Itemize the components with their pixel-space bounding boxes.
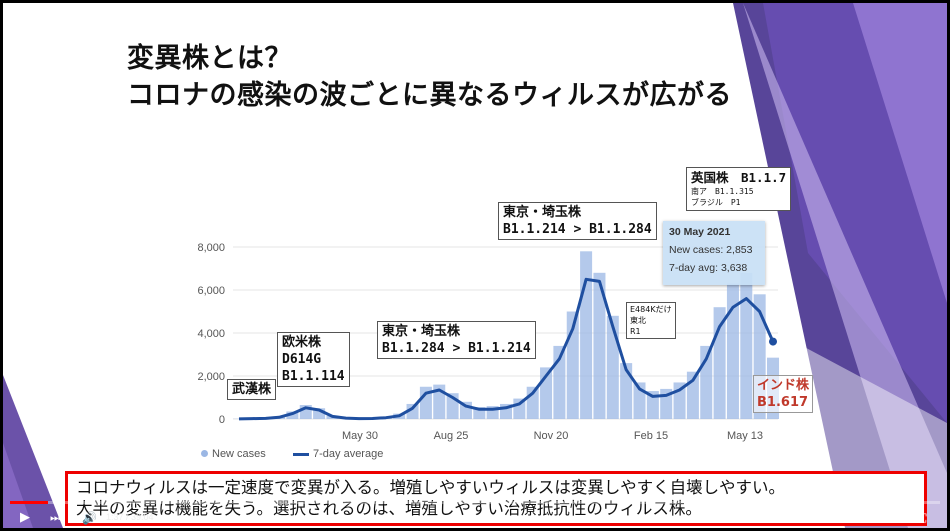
annotation-euam: 欧米株 D614G B1.1.114 xyxy=(277,332,350,387)
annotation-brazil: ブラジル P1 xyxy=(691,198,741,207)
new-cases-bar xyxy=(740,272,753,419)
x-tick-label: Nov 20 xyxy=(534,430,569,442)
y-tick-label: 2,000 xyxy=(197,371,225,383)
y-tick-label: 8,000 xyxy=(197,242,225,254)
miniplayer-icon[interactable]: ▭ xyxy=(862,511,874,525)
slide-title-line1: 変異株とは？ xyxy=(127,43,292,74)
annotation-tokyo1: 東京・埼玉株 B1.1.284 > B1.1.214 xyxy=(377,321,536,359)
time-display: 1:37 / 39:04 xyxy=(106,512,154,522)
annotation-india: インド株 B1.617 xyxy=(753,375,814,413)
new-cases-bar xyxy=(580,251,593,419)
volume-icon[interactable]: 🔊 xyxy=(82,511,97,525)
annotation-sa: 南ア B1.1.315 xyxy=(691,187,754,196)
legend-line: 7-day average xyxy=(293,448,383,460)
y-tick-label: 4,000 xyxy=(197,328,225,340)
y-tick-label: 6,000 xyxy=(197,285,225,297)
chart-tooltip: 30 May 2021 New cases: 2,853 7-day avg: … xyxy=(663,221,765,285)
settings-icon[interactable]: ⚙ xyxy=(838,511,849,525)
video-frame[interactable]: 変異株とは？ コロナの感染の波ごとに異なるウィルスが広がる 8,000 6,000… xyxy=(3,3,947,528)
fullscreen-icon[interactable]: ⛶ xyxy=(918,511,927,525)
subtitle-caption: コロナウィルスは一定速度で変異が入る。増殖しやすいウィルスは変異しやすく自壊しや… xyxy=(65,471,927,526)
theater-icon[interactable]: ▬ xyxy=(888,511,900,525)
x-tick-label: Feb 15 xyxy=(634,430,668,442)
seek-bar-played xyxy=(10,501,49,504)
new-cases-bar xyxy=(286,411,299,419)
slide-title-line2: コロナの感染の波ごとに異なるウィルスが広がる xyxy=(127,80,732,111)
legend-bars: New cases xyxy=(201,448,266,460)
x-tick-label: Aug 25 xyxy=(434,430,469,442)
play-icon[interactable]: ▶ xyxy=(20,510,30,525)
seek-bar[interactable] xyxy=(10,501,940,504)
annotation-e484k-region: 東北 xyxy=(630,316,646,325)
new-cases-bar xyxy=(593,272,606,419)
legend-bars-swatch xyxy=(201,450,208,457)
annotation-uk: 英国株 B1.1.7 南ア B1.1.315 ブラジル P1 xyxy=(686,167,792,211)
new-cases-bar xyxy=(406,403,419,419)
x-tick-label: May 30 xyxy=(342,430,378,442)
tooltip-new-cases: New cases: 2,853 xyxy=(669,244,753,256)
annotation-uk-name: 英国株 B1.1.7 xyxy=(691,170,787,185)
annotation-tokyo1-codes: B1.1.284 > B1.1.214 xyxy=(382,341,531,356)
annotation-euam-code2: B1.1.114 xyxy=(282,369,345,384)
new-cases-bar xyxy=(646,391,659,419)
annotation-e484k-code: R1 xyxy=(630,327,641,336)
x-tick-label: May 13 xyxy=(727,430,763,442)
annotation-india-name: インド株 xyxy=(757,378,810,393)
new-cases-bar xyxy=(726,283,739,419)
tooltip-date: 30 May 2021 xyxy=(669,226,731,238)
annotation-e484k-name: E484Kだけ xyxy=(630,305,672,314)
new-cases-bar xyxy=(620,363,633,419)
caption-line1: コロナウィルスは一定速度で変異が入る。増殖しやすいウィルスは変異しやすく自壊しや… xyxy=(76,478,786,497)
annotation-euam-name: 欧米株 xyxy=(282,335,322,350)
annotation-tokyo1-name: 東京・埼玉株 xyxy=(382,324,461,339)
annotation-india-code: B1.617 xyxy=(757,395,809,410)
next-icon[interactable]: ⏭ xyxy=(50,511,60,524)
new-cases-bar xyxy=(313,408,326,419)
hover-point xyxy=(769,337,777,346)
legend-line-label: 7-day average xyxy=(313,448,384,460)
annotation-euam-code1: D614G xyxy=(282,352,322,367)
seven-day-average-line xyxy=(238,277,775,421)
autoplay-toggle[interactable]: ⊙ xyxy=(796,511,807,525)
legend-line-swatch xyxy=(293,452,309,456)
legend-bars-label: New cases xyxy=(212,448,266,460)
new-cases-bar xyxy=(473,407,486,419)
annotation-wuhan: 武漢株 xyxy=(227,379,277,400)
annotation-tokyo2-name: 東京・埼玉株 xyxy=(503,205,582,220)
annotation-tokyo2: 東京・埼玉株 B1.1.214 > B1.1.284 xyxy=(498,202,657,240)
caption-line2: 大半の変異は機能を失う。選択されるのは、増殖しやすい治療抵抗性のウィルス株。 xyxy=(76,499,702,518)
y-tick-label: 0 xyxy=(219,414,225,426)
new-cases-bar xyxy=(606,315,619,419)
tooltip-avg: 7-day avg: 3,638 xyxy=(669,262,748,274)
cases-chart: 8,000 6,000 4,000 2,000 0 May 30 Aug 25 Nov 20 F… xyxy=(197,242,780,442)
annotation-tokyo2-codes: B1.1.214 > B1.1.284 xyxy=(503,222,652,237)
annotation-e484k: E484Kだけ 東北 R1 xyxy=(626,302,676,339)
